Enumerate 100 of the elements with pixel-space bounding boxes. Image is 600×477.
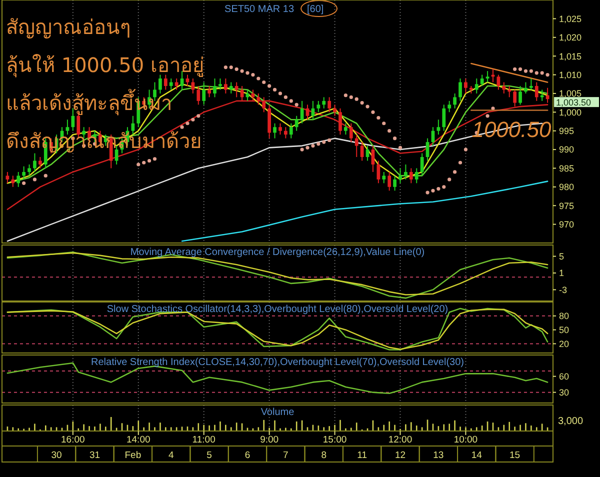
candlestick (513, 89, 517, 108)
y-tick-label: 985 (559, 163, 574, 174)
candlestick (169, 78, 173, 90)
text: 6 (244, 450, 250, 461)
text: 13 (433, 450, 444, 461)
candlestick (534, 82, 538, 102)
y-tick-label: 1,010 (559, 70, 582, 80)
candlestick (458, 78, 462, 102)
candlestick (196, 85, 200, 106)
x-tick-label: 12:00 (388, 434, 412, 446)
y-tick-label: 60 (559, 372, 570, 382)
annotation: ลุ้นให้ 1000.50 เอาอยู่ (6, 53, 204, 78)
x-tick-label: 14:00 (126, 434, 150, 446)
text: 14 (471, 450, 482, 461)
y-tick-label: 1,000 (559, 107, 582, 118)
candlestick (474, 78, 478, 94)
chart-title: Relative Strength Index(CLOSE,14,30,70),Overbought Level(70),Oversold Level(30) (91, 357, 464, 368)
x-tick-label: 10:00 (454, 434, 478, 446)
chart-title: Slow Stochastics Oscillator(14,3,3),Overbought Level(80),Oversold Level(20) (106, 304, 448, 315)
text: 31 (89, 450, 100, 461)
text: 1,003.50 (556, 98, 592, 108)
text: 4 (168, 450, 174, 461)
y-tick-label: 1,005 (559, 88, 582, 99)
candlestick (289, 122, 293, 139)
text: 5 (206, 450, 212, 461)
candlestick (376, 160, 380, 184)
candlestick (28, 164, 31, 176)
candlestick (208, 85, 211, 98)
candlestick (273, 122, 276, 139)
candlestick (354, 134, 358, 158)
candlestick (398, 168, 402, 184)
y-tick-label: 1 (559, 268, 564, 278)
candlestick (508, 85, 512, 98)
candlestick (524, 82, 528, 94)
y-tick-label: 975 (559, 200, 574, 211)
candlestick (328, 96, 332, 113)
candlestick (213, 78, 216, 98)
text: 15 (510, 450, 520, 461)
candlestick (529, 78, 533, 90)
candlestick (338, 108, 342, 136)
candlestick (414, 168, 418, 184)
text: 12 (394, 450, 406, 461)
candlestick (6, 171, 10, 184)
line-series (181, 180, 548, 242)
candlestick (349, 122, 353, 143)
candlestick (234, 82, 238, 98)
candlestick (393, 175, 396, 192)
candlestick (262, 96, 266, 113)
x-tick-label: 16:00 (61, 434, 85, 446)
candlestick (480, 74, 484, 86)
chart-subtitle: [60] (307, 4, 324, 15)
y-tick-label: 50 (559, 325, 570, 336)
candlestick (294, 115, 298, 132)
candlestick (38, 156, 42, 169)
candlestick (33, 152, 36, 172)
chart-title: Moving Average Convergence / Divergence(26,12,9),Value Line(0) (130, 247, 425, 258)
text: 3,000 (558, 416, 584, 427)
y-tick-label: 980 (559, 182, 574, 192)
candlestick (322, 96, 326, 109)
y-tick-label: 970 (559, 220, 574, 230)
y-tick-label: 1,015 (559, 51, 582, 62)
text: 30 (51, 450, 62, 461)
x-tick-label: 9:00 (260, 434, 279, 446)
candlestick (284, 126, 288, 139)
candlestick (360, 142, 364, 162)
candlestick (256, 92, 260, 106)
chart-title: SET50 MAR 13 (224, 4, 294, 15)
x-tick-label: 11:00 (192, 434, 216, 446)
candlestick (224, 78, 228, 94)
text: 11 (357, 450, 367, 461)
candlestick (191, 78, 195, 94)
candlestick (496, 74, 500, 90)
candlestick (409, 168, 413, 184)
candlestick (382, 171, 386, 184)
y-tick-label: 5 (559, 251, 564, 262)
candlestick (344, 122, 348, 136)
y-tick-label: 995 (559, 126, 574, 136)
candlestick (420, 152, 424, 176)
text: 7 (283, 450, 288, 461)
candlestick (464, 78, 468, 94)
candlestick (436, 119, 440, 136)
candlestick (453, 92, 456, 109)
candlestick (174, 78, 178, 90)
text: 8 (321, 450, 327, 461)
candlestick (502, 82, 506, 94)
candlestick (229, 82, 233, 94)
y-tick-label: 1,020 (559, 32, 582, 43)
chart-title: Volume (260, 407, 295, 418)
y-tick-label: 990 (559, 144, 574, 155)
candlestick (518, 85, 522, 106)
candlestick (202, 82, 206, 106)
x-tick-label: 15:00 (322, 434, 347, 446)
candlestick (388, 171, 392, 192)
annotation: สัญญาณอ่อนๆ (6, 15, 131, 39)
y-tick-label: 80 (559, 311, 570, 322)
text: Feb (124, 450, 142, 461)
candlestick (278, 122, 282, 136)
candlestick (316, 100, 320, 113)
candlestick (218, 78, 222, 90)
candlestick (442, 104, 446, 132)
